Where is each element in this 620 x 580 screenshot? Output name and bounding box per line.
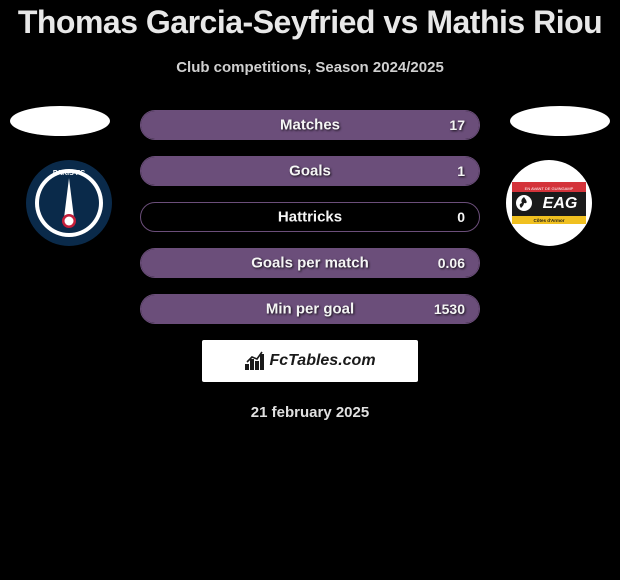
svg-text:Côtes d'Armor: Côtes d'Armor	[533, 218, 564, 223]
stat-row: Min per goal 1530	[140, 294, 480, 324]
stat-value-right: 1	[457, 163, 465, 179]
club-logo-left: PARIS FC	[26, 160, 112, 246]
stat-label: Min per goal	[266, 301, 354, 318]
stat-row: Hattricks 0	[140, 202, 480, 232]
stat-row: Matches 17	[140, 110, 480, 140]
stat-value-right: 1530	[434, 301, 465, 317]
brand-box: FcTables.com	[202, 340, 418, 382]
svg-text:EN AVANT DE GUINGAMP: EN AVANT DE GUINGAMP	[525, 186, 574, 191]
date-label: 21 february 2025	[0, 404, 620, 421]
brand-text: FcTables.com	[269, 352, 375, 370]
svg-text:EAG: EAG	[543, 195, 578, 212]
club-logo-right: EAG EN AVANT DE GUINGAMP Côtes d'Armor	[506, 160, 592, 246]
comparison-infographic: Thomas Garcia-Seyfried vs Mathis Riou Cl…	[0, 0, 620, 421]
paris-fc-logo-icon: PARIS FC	[26, 160, 112, 246]
bars-icon	[244, 351, 266, 371]
eag-logo-icon: EAG EN AVANT DE GUINGAMP Côtes d'Armor	[506, 160, 592, 246]
svg-text:PARIS FC: PARIS FC	[53, 170, 85, 177]
player-right-photo	[510, 106, 610, 136]
stat-value-right: 0	[457, 209, 465, 225]
stat-value-right: 17	[449, 117, 465, 133]
stat-row: Goals 1	[140, 156, 480, 186]
stat-row: Goals per match 0.06	[140, 248, 480, 278]
stat-label: Matches	[280, 117, 340, 134]
stats-list: Matches 17 Goals 1 Hattricks 0 Goals per match…	[140, 110, 480, 324]
stat-label: Goals per match	[251, 255, 369, 272]
page-title: Thomas Garcia-Seyfried vs Mathis Riou	[0, 4, 620, 41]
content-area: PARIS FC EAG EN AVANT DE GUINGAMP Côtes …	[0, 110, 620, 421]
stat-value-right: 0.06	[438, 255, 465, 271]
stat-label: Hattricks	[278, 209, 342, 226]
stat-label: Goals	[289, 163, 331, 180]
player-left-photo	[10, 106, 110, 136]
subtitle: Club competitions, Season 2024/2025	[0, 59, 620, 76]
